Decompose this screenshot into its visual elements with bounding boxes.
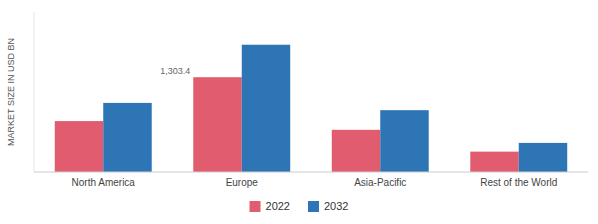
bar: [242, 45, 290, 172]
x-tick-label: Asia-Pacific: [354, 177, 406, 188]
chart: MARKET SIZE IN USD BN North America Europe…: [0, 0, 598, 224]
bar: [332, 130, 380, 172]
bar: [55, 121, 103, 172]
bar: [519, 143, 567, 172]
annotation: 1,303.4: [160, 66, 190, 76]
bar: [193, 77, 241, 172]
x-tick-label: North America: [72, 177, 136, 188]
legend-label: 2032: [324, 200, 348, 212]
legend-swatch: [308, 201, 319, 212]
legend-label: 2022: [266, 200, 290, 212]
y-axis-label: MARKET SIZE IN USD BN: [6, 38, 16, 146]
x-axis-line: [34, 172, 588, 173]
x-tick-label: Europe: [226, 177, 259, 188]
legend-swatch: [250, 201, 261, 212]
x-tick-label: Rest of the World: [480, 177, 557, 188]
y-axis-line: [34, 12, 35, 172]
legend: 2022 2032: [250, 200, 349, 212]
bars: [55, 45, 567, 172]
bar: [380, 110, 428, 172]
bar: [470, 152, 518, 172]
bar: [103, 103, 151, 172]
